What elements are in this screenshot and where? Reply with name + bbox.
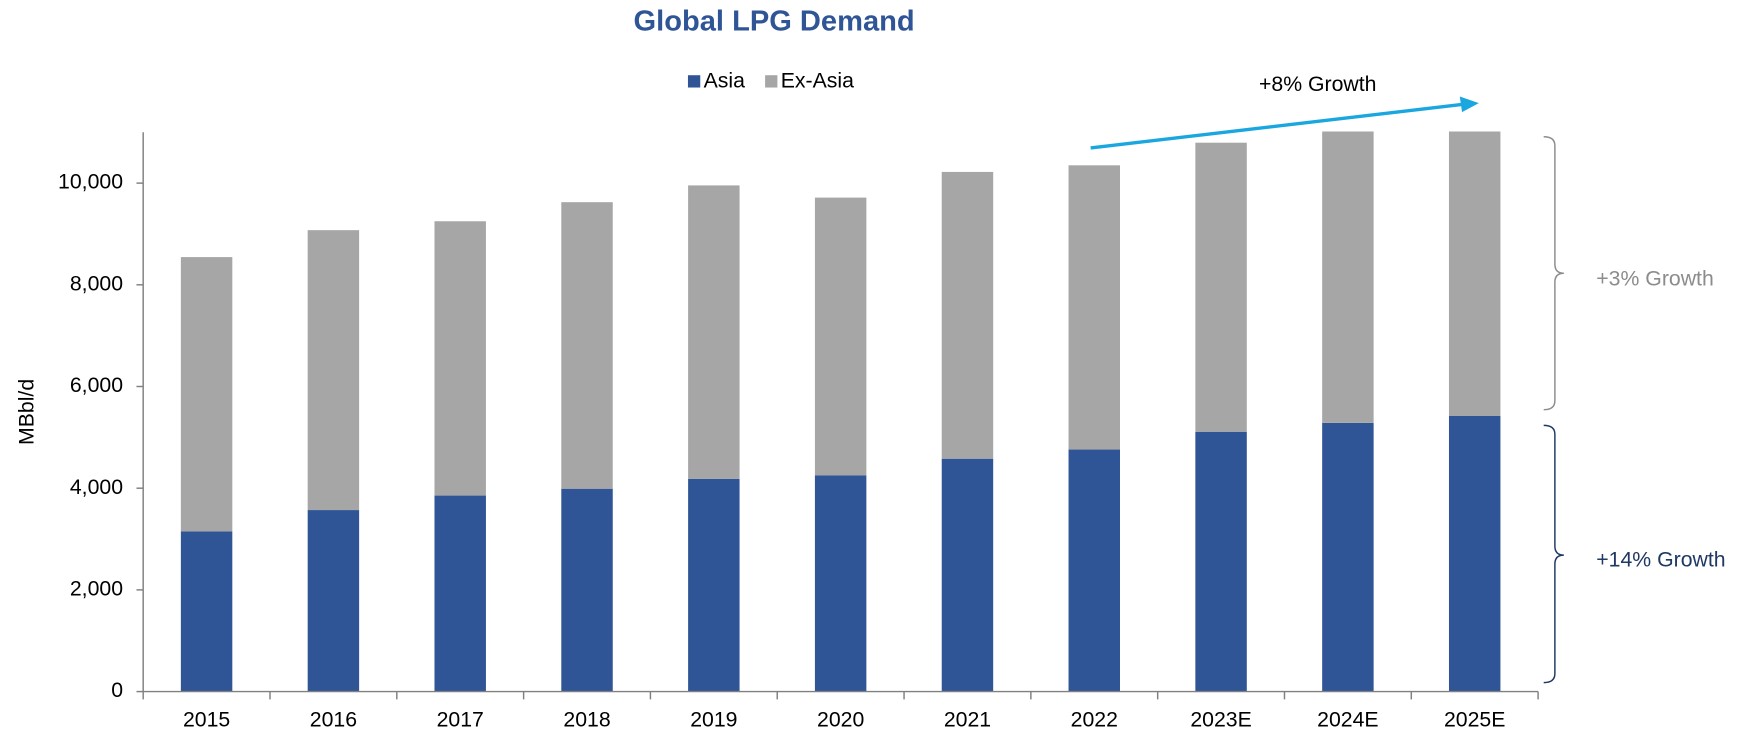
x-tick-label: 2015 (183, 707, 230, 731)
bar-segment (561, 202, 613, 489)
bar-segment (1322, 422, 1374, 692)
bar-segment (434, 495, 486, 692)
y-tick-label: 8,000 (70, 271, 123, 295)
bar-segment (180, 257, 233, 532)
bar-segment (434, 221, 486, 496)
bar-segment (1448, 415, 1501, 692)
bar-segment (814, 475, 867, 692)
bar-segment (1195, 431, 1247, 692)
bar-segment (307, 230, 360, 511)
annotation: +14% Growth (1596, 547, 1725, 571)
bar-segment (180, 531, 233, 692)
y-tick-label: 4,000 (70, 475, 123, 499)
legend-swatch (765, 75, 778, 88)
bar-segment (941, 458, 994, 692)
bar-segment (561, 488, 613, 692)
bar-segment (1195, 142, 1247, 432)
y-tick-label: 6,000 (70, 373, 123, 397)
brace (1543, 424, 1564, 684)
x-tick-label: 2017 (437, 707, 484, 731)
legend-label: Asia (704, 69, 746, 93)
y-tick-label: 2,000 (70, 576, 123, 600)
x-tick-label: 2016 (310, 707, 357, 731)
annotation: +3% Growth (1596, 267, 1714, 291)
legend-label: Ex-Asia (781, 69, 854, 93)
x-tick-label: 2020 (817, 707, 864, 731)
legend-swatch (687, 75, 701, 88)
bar-segment (1068, 165, 1120, 450)
bar-segment (941, 171, 994, 459)
bar-segment (1322, 131, 1374, 423)
bar-segment (688, 478, 740, 692)
x-tick-label: 2018 (563, 707, 610, 731)
x-tick-label: 2025E (1444, 707, 1505, 731)
bar-segment (307, 510, 360, 692)
x-tick-label: 2024E (1317, 707, 1378, 731)
x-tick-label: 2023E (1190, 707, 1251, 731)
bar-segment (1448, 131, 1501, 416)
y-tick-label: 10,000 (58, 170, 123, 194)
growth-arrow (1090, 102, 1464, 150)
chart-title: Global LPG Demand (634, 5, 915, 37)
bar-segment (688, 185, 740, 479)
brace (1543, 136, 1564, 411)
bar-segment (1068, 449, 1120, 692)
arrow-head (1459, 96, 1479, 113)
y-axis-label: MBbl/d (15, 379, 39, 445)
x-tick-label: 2019 (690, 707, 737, 731)
y-tick-label: 0 (111, 678, 123, 702)
x-tick-label: 2022 (1071, 707, 1118, 731)
x-tick-label: 2021 (944, 707, 991, 731)
annotation: +8% Growth (1259, 72, 1377, 96)
bar-segment (814, 197, 867, 476)
